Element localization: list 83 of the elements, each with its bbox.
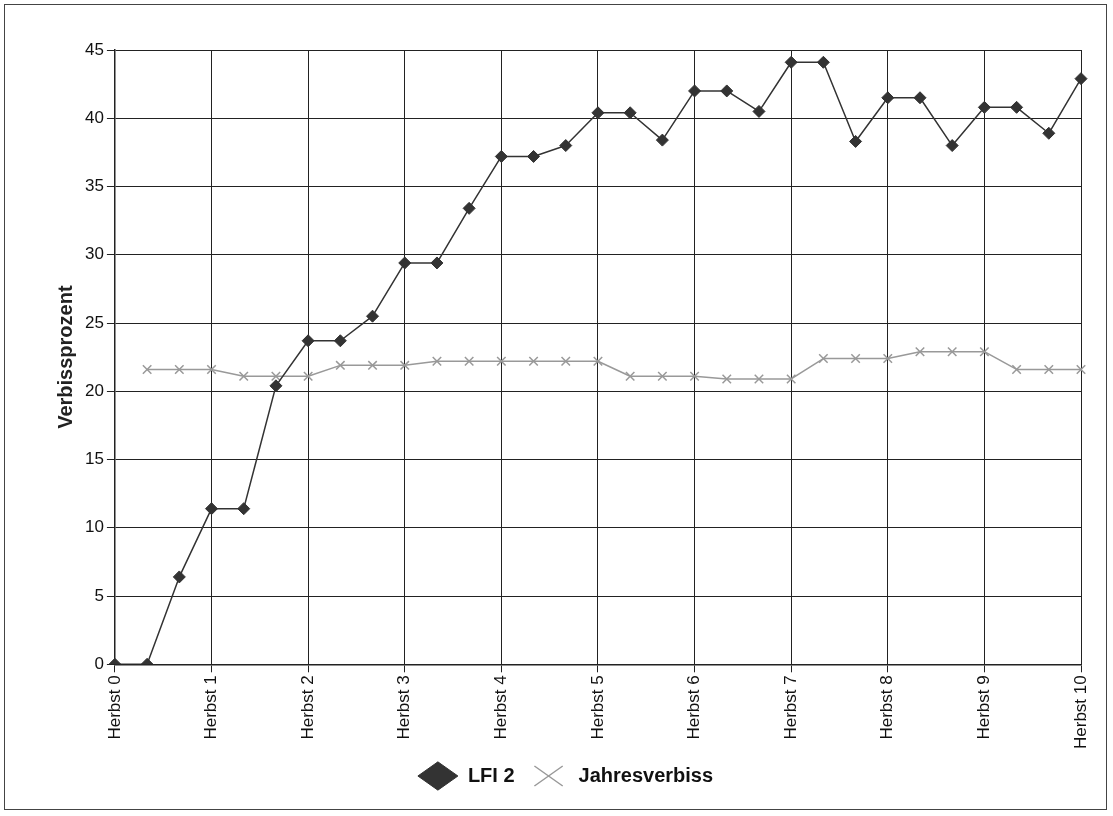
point — [527, 149, 541, 163]
x-tick-label: Herbst 4 — [491, 675, 511, 740]
x-tick-label: Herbst 9 — [974, 675, 994, 740]
point — [786, 374, 797, 384]
y-tick-label: 20 — [84, 380, 104, 400]
point — [591, 106, 605, 120]
point — [560, 356, 571, 367]
point — [977, 100, 991, 114]
point — [947, 346, 958, 357]
y-tick-label: 25 — [84, 312, 104, 332]
point — [430, 256, 444, 270]
point — [303, 371, 314, 382]
point — [850, 353, 861, 364]
point — [816, 55, 830, 69]
point — [367, 360, 378, 371]
x-tick-label: Herbst 2 — [297, 675, 317, 740]
point — [1076, 364, 1086, 375]
point — [335, 360, 346, 371]
point — [333, 334, 347, 348]
point — [913, 91, 927, 105]
point — [398, 256, 412, 270]
point — [655, 133, 669, 147]
point — [494, 149, 508, 163]
point — [849, 134, 863, 148]
legend-label: Jahresverbiss — [578, 763, 714, 786]
point — [366, 309, 380, 323]
point — [689, 371, 700, 382]
point — [496, 356, 507, 367]
point — [1043, 364, 1054, 375]
y-tick-label: 15 — [84, 449, 104, 469]
point — [237, 502, 251, 516]
point — [721, 374, 732, 384]
legend-label: LFI 2 — [467, 763, 515, 786]
point — [269, 379, 283, 393]
x-tick-label: Herbst 7 — [780, 675, 800, 740]
point — [625, 371, 636, 382]
point — [238, 371, 249, 382]
point — [914, 346, 925, 357]
point — [818, 353, 829, 364]
y-tick-label: 35 — [84, 176, 104, 196]
point — [205, 502, 219, 516]
y-tick-label: 30 — [84, 244, 104, 264]
point — [979, 346, 990, 357]
point — [1011, 364, 1022, 375]
point — [301, 334, 315, 348]
point — [688, 84, 702, 98]
x-tick-label: Herbst 5 — [587, 675, 607, 740]
point — [462, 201, 476, 215]
x-tick-label: Herbst 3 — [394, 675, 414, 740]
point — [559, 139, 573, 153]
point — [720, 84, 734, 98]
point — [142, 364, 153, 375]
x-tick-label: Herbst 10 — [1070, 675, 1090, 749]
point — [753, 374, 764, 384]
point — [174, 364, 185, 375]
point — [172, 570, 186, 584]
point — [528, 356, 539, 367]
y-tick-label: 5 — [94, 585, 104, 605]
x-tick-label: Herbst 8 — [877, 675, 897, 740]
point — [206, 364, 217, 375]
point — [592, 356, 603, 367]
point — [945, 139, 959, 153]
point — [881, 91, 895, 105]
point — [1042, 126, 1056, 140]
x-tick-label: Herbst 0 — [104, 675, 124, 740]
y-tick-label: 40 — [84, 107, 104, 127]
point — [1010, 100, 1024, 114]
point — [752, 104, 766, 118]
x-tick-label: Herbst 1 — [201, 675, 221, 740]
point — [784, 55, 798, 69]
y-tick-label: 10 — [84, 517, 104, 537]
point — [623, 106, 637, 120]
point — [431, 356, 442, 367]
point — [464, 356, 475, 367]
point — [399, 360, 410, 371]
point — [1074, 72, 1088, 86]
y-tick-label: 45 — [84, 39, 104, 59]
y-tick-label: 0 — [94, 653, 104, 673]
y-axis-title: Verbissprozent — [53, 285, 76, 429]
x-tick-label: Herbst 6 — [684, 675, 704, 740]
point — [270, 371, 281, 382]
point — [882, 353, 893, 364]
point — [657, 371, 668, 382]
